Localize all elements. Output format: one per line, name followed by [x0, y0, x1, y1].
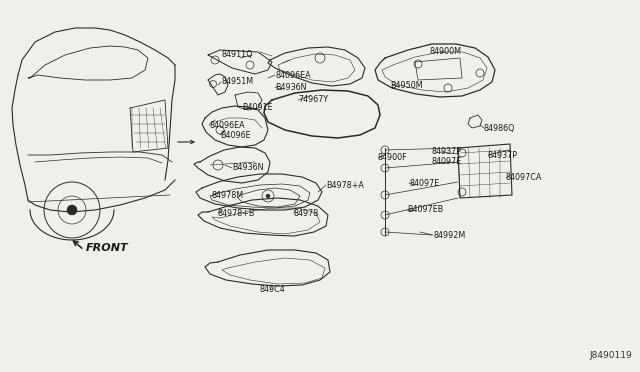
Text: 84097CA: 84097CA [506, 173, 542, 183]
Text: 84096EA: 84096EA [209, 121, 244, 129]
Text: 84097E: 84097E [409, 179, 439, 187]
Text: FRONT: FRONT [86, 243, 129, 253]
Text: 84097E: 84097E [431, 157, 461, 167]
Text: 84937P: 84937P [488, 151, 518, 160]
Text: B4091E: B4091E [242, 103, 273, 112]
Text: B4096E: B4096E [220, 131, 251, 140]
Text: 74967Y: 74967Y [298, 96, 328, 105]
Text: 84951M: 84951M [221, 77, 253, 87]
Text: B4978+A: B4978+A [326, 180, 364, 189]
Text: B4950M: B4950M [390, 80, 422, 90]
Text: 84978+B: 84978+B [218, 208, 255, 218]
Text: B4936N: B4936N [275, 83, 307, 92]
Text: 84900F: 84900F [378, 154, 408, 163]
Text: B4097EB: B4097EB [407, 205, 444, 215]
Text: 84900M: 84900M [430, 48, 462, 57]
Text: 849C4: 849C4 [260, 285, 285, 295]
Text: 84911Q: 84911Q [222, 51, 253, 60]
Text: 84096EA: 84096EA [275, 71, 310, 80]
Text: 84978M: 84978M [212, 192, 244, 201]
Circle shape [266, 194, 270, 198]
Text: 84986Q: 84986Q [484, 124, 515, 132]
Text: B4936N: B4936N [232, 164, 264, 173]
Circle shape [67, 205, 77, 215]
Text: 84992M: 84992M [433, 231, 465, 240]
Text: 84937P: 84937P [432, 148, 462, 157]
Text: 84978: 84978 [294, 208, 319, 218]
Text: J8490119: J8490119 [589, 351, 632, 360]
